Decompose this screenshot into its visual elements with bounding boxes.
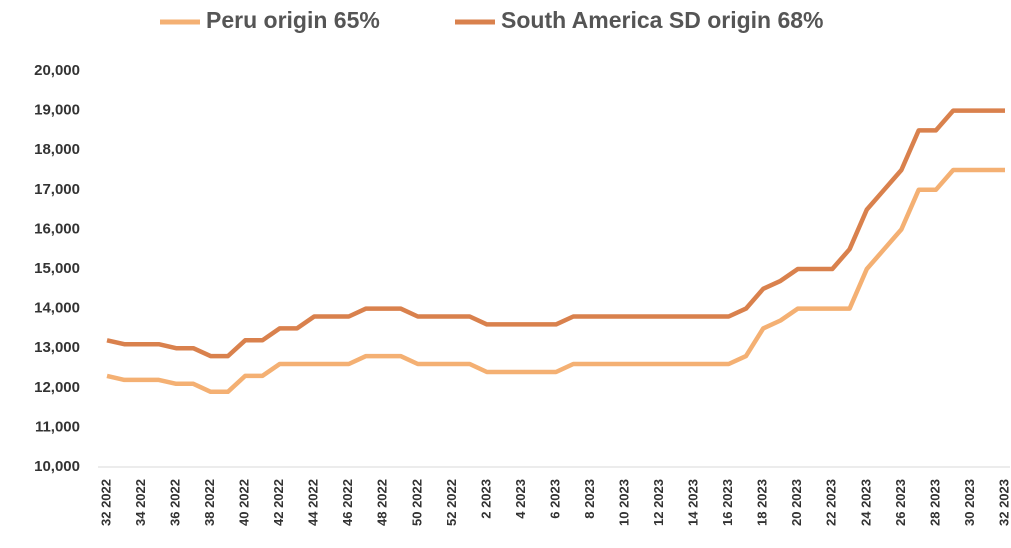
x-tick-label: 28 2023	[927, 479, 942, 526]
y-tick-label: 17,000	[34, 181, 80, 198]
x-tick-label: 38 2022	[202, 479, 217, 526]
x-tick-label: 32 2022	[98, 479, 113, 526]
x-tick-label: 24 2023	[858, 479, 873, 526]
y-tick-label: 11,000	[35, 418, 80, 435]
y-tick-label: 12,000	[34, 379, 80, 396]
x-tick-label: 36 2022	[168, 479, 183, 526]
y-tick-label: 20,000	[34, 62, 80, 79]
legend-label: Peru origin 65%	[206, 7, 380, 33]
x-tick-label: 48 2022	[375, 479, 390, 526]
x-tick-label: 52 2022	[444, 479, 459, 526]
x-tick-label: 50 2022	[409, 479, 424, 526]
y-tick-label: 10,000	[34, 458, 80, 475]
y-tick-label: 19,000	[34, 102, 80, 119]
x-tick-label: 4 2023	[513, 479, 528, 519]
x-tick-label: 14 2023	[686, 479, 701, 526]
y-tick-label: 13,000	[34, 339, 80, 356]
x-tick-label: 8 2023	[582, 479, 597, 519]
y-tick-label: 15,000	[34, 260, 80, 277]
y-tick-label: 14,000	[34, 300, 80, 317]
x-tick-label: 16 2023	[720, 479, 735, 526]
x-tick-label: 42 2022	[271, 479, 286, 526]
x-tick-label: 10 2023	[617, 479, 632, 526]
y-tick-label: 18,000	[34, 141, 80, 158]
line-series	[106, 108, 1005, 359]
x-tick-label: 22 2023	[824, 479, 839, 526]
x-tick-label: 26 2023	[893, 479, 908, 526]
x-tick-label: 32 2023	[996, 479, 1011, 526]
x-tick-label: 40 2022	[237, 479, 252, 526]
x-tick-label: 2 2023	[478, 479, 493, 519]
x-tick-label: 18 2023	[755, 479, 770, 526]
line-series	[106, 167, 1005, 395]
x-tick-label: 34 2022	[133, 479, 148, 526]
x-tick-label: 30 2023	[962, 479, 977, 526]
x-tick-label: 44 2022	[306, 479, 321, 526]
y-tick-label: 16,000	[34, 220, 80, 237]
x-tick-label: 20 2023	[789, 479, 804, 526]
x-tick-label: 12 2023	[651, 479, 666, 526]
x-tick-label: 6 2023	[547, 479, 562, 519]
legend-label: South America SD origin 68%	[501, 7, 824, 33]
x-tick-label: 46 2022	[340, 479, 355, 526]
